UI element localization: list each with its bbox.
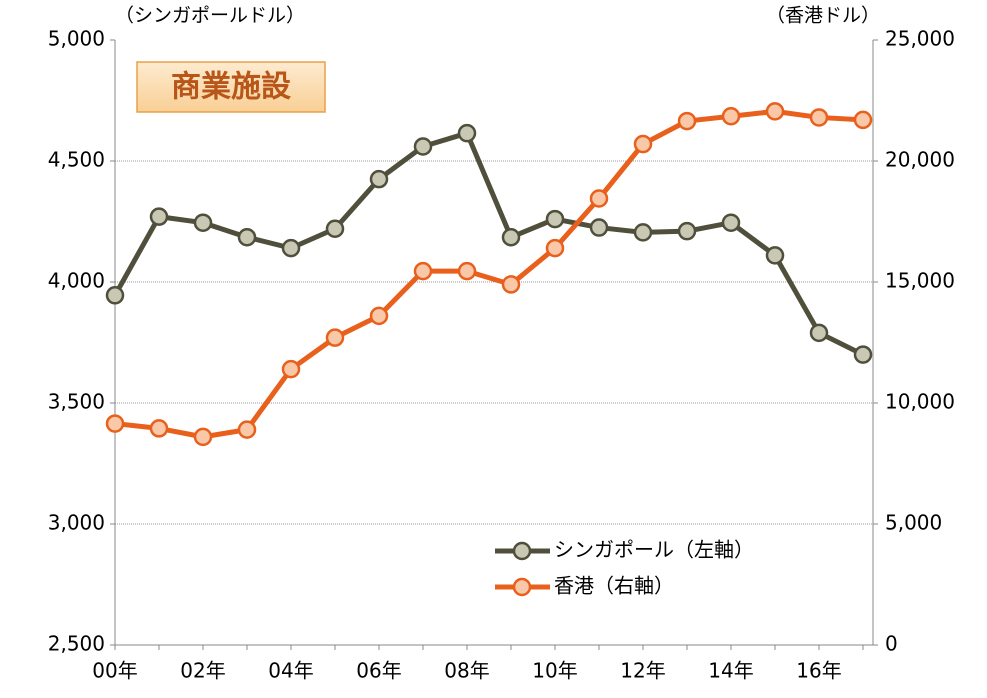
legend-label: 香港（右軸）: [554, 574, 674, 598]
data-point: [149, 207, 169, 226]
data-point: [237, 227, 257, 247]
x-tick-label: 00年: [92, 659, 137, 683]
data-point: [193, 427, 213, 447]
y-axis-label: （シンガポールドル）: [115, 5, 305, 27]
x-tick-label: 02年: [180, 659, 225, 683]
series-line: [112, 130, 865, 357]
data-point: [281, 238, 301, 258]
y2-axis-label: （香港ドル）: [766, 5, 880, 27]
x-tick-label: 08年: [444, 659, 489, 683]
data-point: [457, 261, 477, 281]
legend-marker: [512, 541, 532, 561]
data-point: [457, 123, 477, 143]
y-tick-label: 3,000: [48, 511, 105, 535]
annotation: 商業施設: [171, 70, 291, 105]
data-point: [721, 106, 741, 126]
y2-tick-label: 5,000: [885, 511, 942, 535]
annotation-box: [136, 61, 326, 113]
data-point: [369, 169, 389, 189]
data-point: [193, 213, 213, 232]
legend-label: シンガポール（左軸）: [554, 538, 754, 562]
data-point: [325, 328, 345, 347]
data-point: [765, 102, 785, 121]
data-point: [413, 137, 433, 156]
data-point: [501, 275, 521, 294]
data-point: [369, 306, 389, 326]
data-point: [809, 323, 829, 343]
data-point: [237, 420, 257, 439]
y-tick-label: 2,500: [48, 632, 105, 656]
x-tick-label: 14年: [708, 659, 753, 683]
data-point: [853, 345, 873, 364]
data-point: [105, 414, 125, 433]
y2-tick-label: 15,000: [885, 269, 955, 293]
data-point: [545, 238, 565, 258]
x-tick-label: 04年: [268, 659, 313, 683]
y-tick-label: 4,000: [48, 269, 105, 293]
legend-marker: [512, 577, 532, 597]
data-point: [633, 223, 653, 242]
x-tick-label: 12年: [620, 659, 665, 683]
data-point: [633, 134, 653, 154]
data-point: [589, 189, 609, 208]
x-tick-label: 06年: [356, 659, 401, 683]
y2-tick-label: 0: [885, 632, 898, 656]
y2-tick-label: 20,000: [885, 148, 955, 172]
data-point: [765, 246, 785, 265]
data-point: [413, 261, 433, 281]
data-point: [501, 227, 521, 247]
y-tick-label: 4,500: [48, 148, 105, 172]
data-point: [677, 221, 697, 241]
data-point: [149, 419, 169, 438]
y2-tick-label: 25,000: [885, 27, 955, 51]
x-tick-label: 10年: [532, 659, 577, 683]
data-point: [545, 209, 565, 229]
data-point: [721, 213, 741, 232]
data-point: [105, 286, 125, 305]
x-tick-label: 16年: [796, 659, 841, 683]
data-point: [809, 108, 829, 127]
y2-tick-label: 10,000: [885, 390, 955, 414]
data-point: [853, 110, 873, 130]
data-point: [325, 219, 345, 239]
data-point: [589, 218, 609, 237]
y-tick-label: 5,000: [48, 27, 105, 51]
series-line: [114, 108, 864, 440]
data-point: [281, 359, 301, 379]
y-tick-label: 3,500: [48, 390, 105, 414]
data-point: [677, 111, 697, 131]
